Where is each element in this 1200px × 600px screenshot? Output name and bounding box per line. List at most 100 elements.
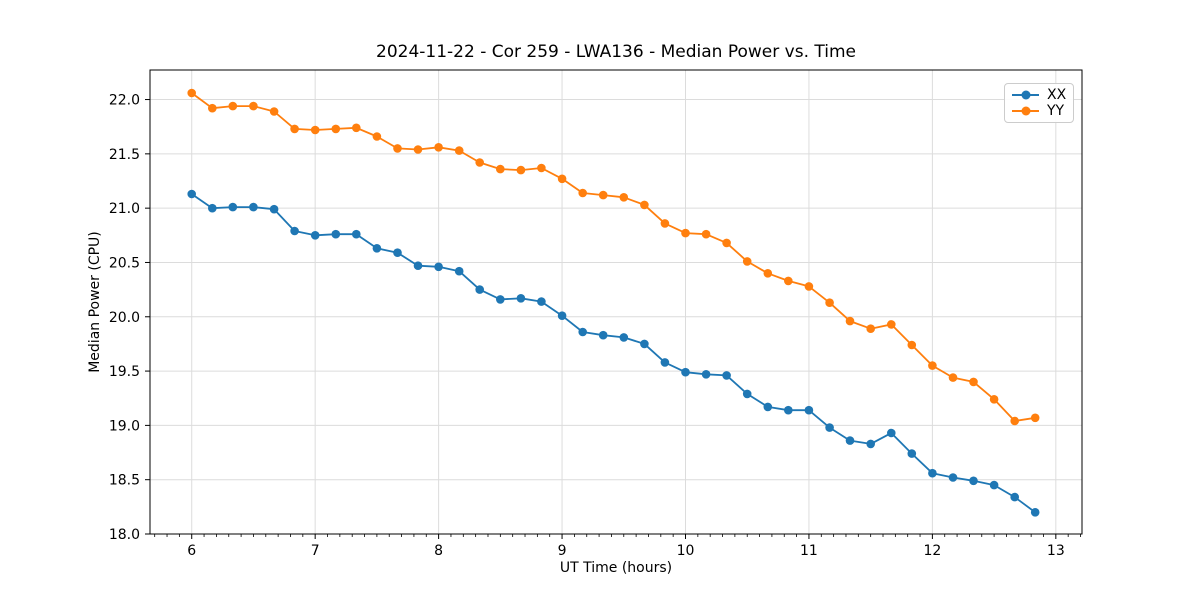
data-point-xx — [475, 285, 485, 294]
y-axis-label: Median Power (CPU) — [87, 231, 103, 373]
chart-title: 2024-11-22 - Cor 259 - LWA136 - Median P… — [376, 42, 856, 62]
legend-label-xx: XX — [1047, 87, 1067, 103]
data-point-xx — [413, 261, 423, 271]
data-point-xx — [187, 189, 196, 199]
y-tick-label: 19.5 — [109, 364, 140, 380]
data-point-xx — [393, 248, 402, 257]
y-tick-label: 18.0 — [109, 527, 140, 543]
data-point-xx — [722, 371, 731, 380]
data-point-yy — [208, 103, 217, 113]
data-point-xx — [537, 297, 546, 306]
legend-marker-yy — [1012, 106, 1039, 116]
legend-item-yy: YY — [1012, 103, 1066, 119]
data-point-yy — [352, 123, 361, 133]
data-point-xx — [948, 473, 958, 482]
data-point-yy — [660, 219, 670, 228]
data-point-xx — [434, 262, 443, 272]
data-point-xx — [598, 330, 608, 340]
data-point-xx — [557, 311, 567, 321]
data-point-yy — [887, 320, 896, 329]
data-point-yy — [701, 229, 711, 239]
data-point-xx — [578, 327, 587, 337]
data-point-xx — [660, 358, 670, 367]
x-tick-label: 12 — [923, 543, 941, 559]
data-point-yy — [722, 238, 731, 248]
data-point-yy — [742, 257, 752, 266]
data-point-yy — [804, 282, 814, 291]
data-point-yy — [928, 361, 937, 370]
data-point-xx — [804, 405, 814, 415]
data-point-xx — [1010, 492, 1019, 502]
data-point-yy — [989, 395, 999, 404]
data-point-yy — [619, 193, 629, 202]
data-point-yy — [557, 174, 567, 184]
legend-dot-icon — [1021, 90, 1030, 100]
data-point-yy — [784, 276, 793, 286]
data-point-xx — [845, 436, 855, 445]
x-tick-label: 6 — [187, 543, 196, 559]
data-point-yy — [681, 228, 690, 238]
data-point-xx — [681, 367, 690, 377]
data-point-yy — [454, 146, 464, 155]
data-point-yy — [763, 269, 773, 278]
data-point-xx — [1030, 508, 1040, 517]
data-point-yy — [1010, 416, 1019, 426]
x-tick-label: 13 — [1047, 543, 1065, 559]
data-point-yy — [372, 132, 382, 141]
legend-dot-icon — [1021, 106, 1030, 116]
data-point-xx — [516, 294, 526, 303]
data-point-yy — [948, 373, 958, 382]
data-point-xx — [496, 295, 505, 304]
data-point-yy — [269, 107, 279, 116]
data-point-xx — [907, 449, 917, 458]
series-line-xx — [191, 193, 1036, 514]
data-point-yy — [249, 101, 258, 111]
data-point-xx — [208, 203, 217, 213]
data-point-yy — [907, 340, 917, 350]
data-point-yy — [310, 125, 320, 135]
data-point-xx — [249, 202, 258, 212]
legend-label-yy: YY — [1047, 103, 1065, 119]
data-point-yy — [866, 324, 875, 334]
data-point-yy — [187, 88, 196, 98]
legend-marker-xx — [1012, 90, 1039, 100]
x-tick-label: 11 — [800, 543, 818, 559]
data-point-yy — [825, 298, 834, 308]
data-point-yy — [434, 143, 443, 152]
data-point-yy — [516, 165, 526, 175]
data-point-yy — [413, 145, 423, 154]
data-point-xx — [619, 333, 629, 342]
data-point-xx — [269, 204, 279, 214]
x-tick-label: 10 — [677, 543, 695, 559]
data-point-xx — [372, 244, 382, 253]
data-point-xx — [866, 439, 875, 449]
data-point-xx — [969, 476, 978, 486]
data-point-yy — [228, 101, 238, 111]
data-point-xx — [825, 423, 834, 432]
legend-item-xx: XX — [1012, 87, 1066, 103]
y-tick-label: 20.0 — [109, 310, 140, 326]
data-point-yy — [331, 124, 341, 134]
data-point-yy — [290, 124, 299, 134]
data-point-xx — [290, 226, 299, 236]
legend: XX YY — [1004, 83, 1074, 123]
y-tick-label: 21.5 — [109, 147, 140, 163]
data-point-yy — [1030, 413, 1040, 423]
axes-frame — [149, 69, 1083, 535]
data-point-xx — [701, 370, 711, 379]
data-point-xx — [640, 339, 649, 349]
data-point-yy — [578, 188, 587, 198]
data-point-xx — [454, 266, 464, 276]
data-point-xx — [763, 402, 773, 412]
y-tick-label: 21.0 — [109, 201, 140, 217]
x-tick-label: 9 — [558, 543, 567, 559]
y-tick-label: 22.0 — [109, 93, 140, 109]
data-point-yy — [640, 200, 649, 210]
data-point-xx — [928, 468, 937, 478]
x-tick-label: 8 — [434, 543, 443, 559]
series-line-yy — [191, 92, 1036, 422]
data-point-xx — [331, 229, 341, 239]
y-tick-label: 18.5 — [109, 473, 140, 489]
